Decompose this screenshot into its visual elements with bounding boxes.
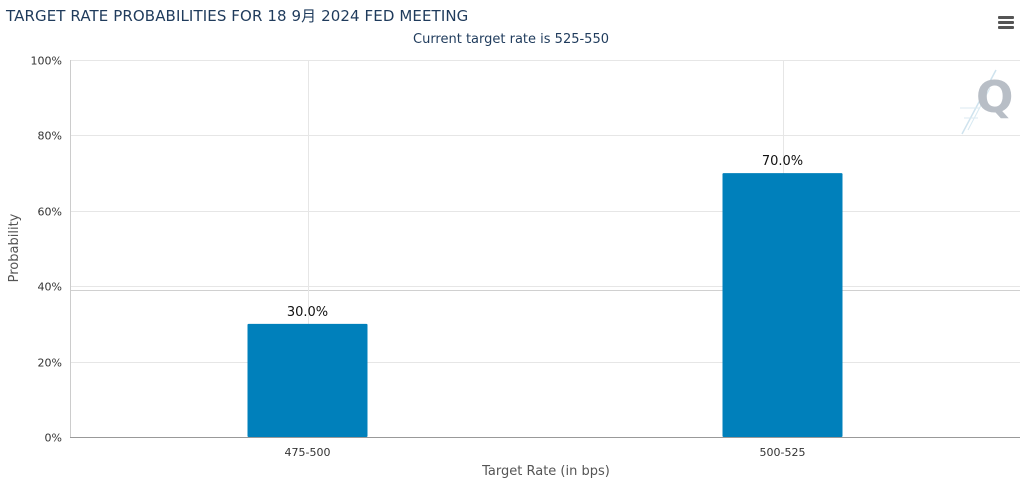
bars xyxy=(247,173,843,437)
hamburger-menu-icon[interactable] xyxy=(998,16,1014,30)
y-tick-label: 60% xyxy=(38,206,62,219)
x-axis-title: Target Rate (in bps) xyxy=(481,464,610,479)
y-axis-title: Probability xyxy=(7,213,22,282)
chart-title: TARGET RATE PROBABILITIES FOR 18 9月 2024… xyxy=(6,7,469,25)
data-label: 70.0% xyxy=(762,154,803,169)
x-tick-label: 475-500 xyxy=(285,446,331,459)
labels: 0% 20% 40% 60% 80% 100% 475-500 30.0% 500-525 70.… xyxy=(31,55,806,460)
axes xyxy=(70,60,1020,438)
gridlines xyxy=(70,60,1020,437)
y-tick-label: 40% xyxy=(38,281,62,294)
y-tick-label: 80% xyxy=(38,130,62,143)
chart-subtitle: Current target rate is 525-550 xyxy=(413,32,609,47)
data-label: 30.0% xyxy=(287,305,328,320)
bar-475-500[interactable] xyxy=(247,323,368,437)
y-tick-label: 100% xyxy=(31,55,62,68)
x-tick-label: 500-525 xyxy=(760,446,806,459)
q-logo-icon: Q xyxy=(958,68,1014,138)
y-tick-label: 0% xyxy=(45,432,62,445)
y-tick-label: 20% xyxy=(38,357,62,370)
bar-500-525[interactable] xyxy=(722,173,843,437)
